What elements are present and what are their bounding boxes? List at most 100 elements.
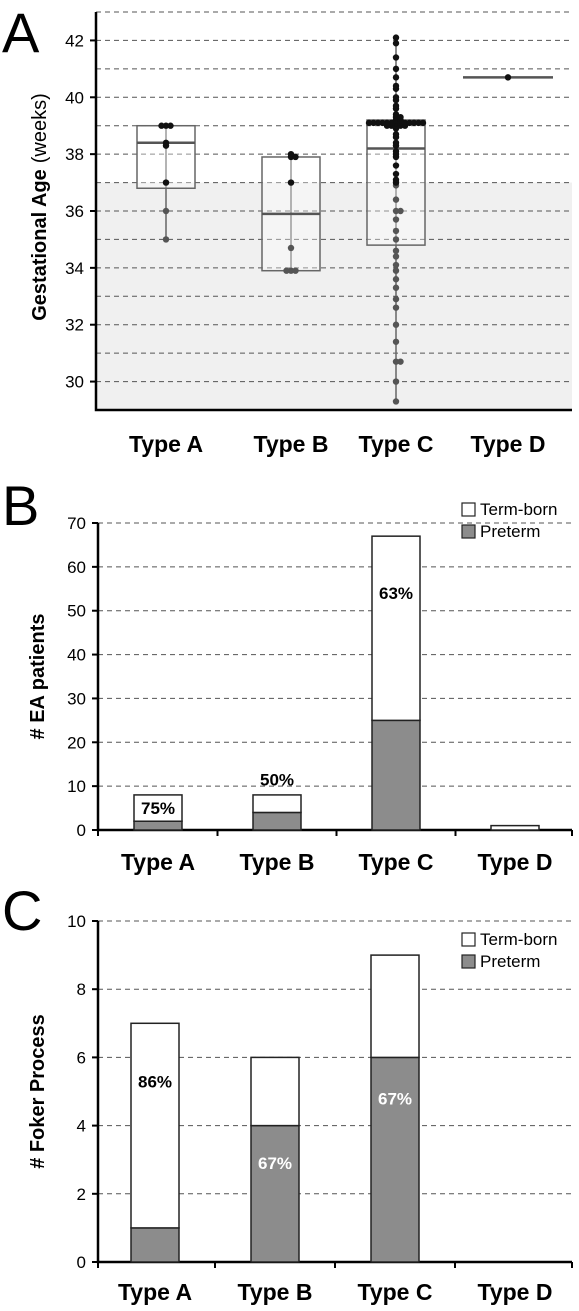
data-point (392, 131, 400, 138)
bar-preterm (250, 1124, 300, 1263)
y-tick-label: 50 (67, 602, 86, 621)
x-category-label: Type B (238, 1279, 313, 1305)
data-point (292, 267, 299, 274)
data-point (392, 267, 400, 274)
data-point (392, 227, 400, 235)
data-point (392, 398, 400, 405)
x-category-label: Type D (478, 849, 553, 875)
panel-a-letter: A (2, 1, 40, 64)
data-point (392, 304, 400, 311)
bar-preterm (370, 1056, 420, 1263)
x-category-label: Type C (359, 431, 434, 457)
y-tick-label: 36 (65, 202, 84, 221)
axes (94, 12, 572, 412)
data-point (410, 119, 418, 127)
y-tick-label: 0 (77, 821, 86, 840)
data-point (392, 236, 400, 243)
data-point (162, 122, 170, 129)
legend-label-term-born: Term-born (480, 500, 557, 519)
data-point (406, 119, 413, 127)
bar-term-born (250, 1056, 300, 1127)
y-tick-label: 40 (67, 646, 86, 665)
percent-label: 86% (138, 1072, 172, 1091)
data-point (392, 54, 400, 61)
bar-preterm (371, 719, 421, 831)
y-tick-label: 34 (65, 259, 84, 278)
x-category-label: Type B (240, 849, 315, 875)
data-point (283, 267, 290, 274)
y-axis-label-unit: (weeks) (29, 93, 51, 163)
legend-label-preterm: Preterm (480, 952, 540, 971)
data-point (397, 207, 404, 215)
y-tick-label: 40 (65, 88, 84, 107)
x-category-label: Type C (358, 1279, 433, 1305)
y-axis-label: # Foker Process (27, 1014, 49, 1169)
data-point (392, 34, 400, 41)
axes (96, 523, 572, 832)
y-tick-label: 6 (77, 1048, 86, 1067)
legend-swatch-preterm (461, 954, 476, 969)
data-point (365, 119, 373, 127)
y-axis-label-main: Gestational Age (29, 169, 51, 321)
legend-swatch-preterm (461, 524, 476, 539)
data-point (392, 94, 400, 101)
y-axis-label: Gestational Age (weeks) (29, 93, 51, 321)
data-point (392, 338, 400, 345)
data-point (392, 253, 400, 260)
bar-preterm (252, 811, 302, 831)
y-tick-label: 42 (65, 31, 84, 50)
data-point (392, 65, 400, 73)
x-category-label: Type A (118, 1279, 192, 1305)
data-point (392, 82, 400, 90)
bar-term-born (490, 824, 540, 831)
data-point (397, 113, 404, 121)
percent-label: 63% (379, 584, 413, 603)
y-tick-label: 30 (67, 689, 86, 708)
legend-swatch-term-born (461, 502, 476, 517)
data-point (392, 40, 400, 47)
x-category-label: Type D (471, 431, 546, 457)
panel-c-letter: C (2, 879, 42, 942)
y-tick-label: 38 (65, 145, 84, 164)
data-point (392, 216, 400, 223)
y-tick-label: 10 (67, 777, 86, 796)
data-point (392, 207, 400, 215)
y-tick-label: 30 (65, 373, 84, 392)
data-point (162, 179, 170, 186)
bar-term-born (252, 794, 302, 814)
data-point (392, 162, 400, 169)
data-point (162, 139, 170, 146)
data-point (392, 196, 400, 203)
x-category-label: Type B (254, 431, 329, 457)
panel-a-box-plot: A 30 32 34 36 38 40 42 Gestational Age (weeks) Ty… (2, 1, 572, 457)
legend-label-term-born: Term-born (480, 930, 557, 949)
data-point (370, 119, 377, 127)
y-tick-label: 10 (67, 912, 86, 931)
x-category-label: Type D (478, 1279, 553, 1305)
y-tick-label: 32 (65, 316, 84, 335)
y-tick-label: 70 (67, 514, 86, 533)
data-point (392, 261, 400, 269)
x-category-label: Type C (359, 849, 434, 875)
data-point (397, 358, 404, 365)
data-point (374, 119, 382, 127)
data-point (504, 74, 512, 81)
bar-term-born (370, 954, 420, 1059)
y-axis-label: # EA patients (27, 614, 49, 740)
x-category-label: Type A (121, 849, 195, 875)
bar-term-born (130, 1022, 180, 1229)
data-point (379, 119, 386, 127)
data-point (415, 119, 422, 127)
y-tick-label: 8 (77, 980, 86, 999)
data-point (392, 176, 400, 183)
data-point (287, 267, 295, 274)
percent-label: 67% (378, 1089, 412, 1108)
panel-b-letter: B (2, 474, 39, 537)
bar-term-born (133, 794, 183, 822)
data-point (287, 244, 295, 252)
data-point (392, 148, 400, 155)
data-point (392, 276, 400, 283)
data-point (392, 295, 400, 303)
percent-label: 67% (258, 1154, 292, 1173)
